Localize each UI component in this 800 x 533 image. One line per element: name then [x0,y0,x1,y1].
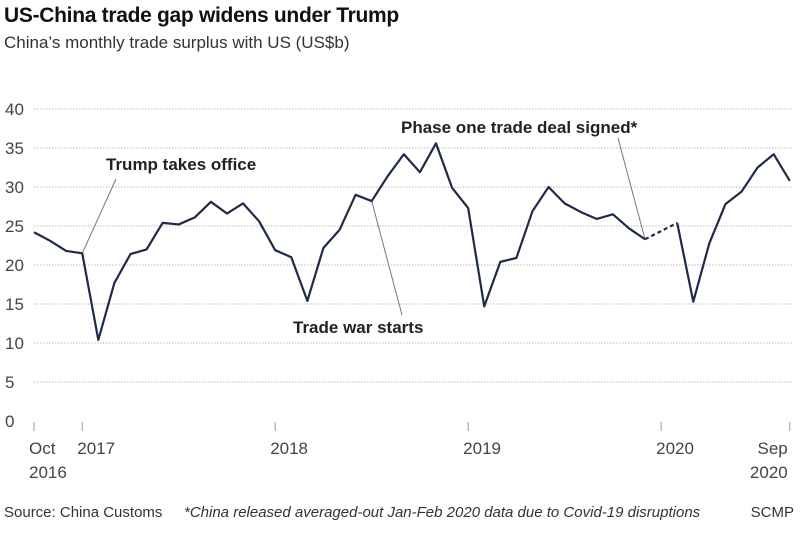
source-note: Source: China Customs [4,504,163,521]
chart-title: US-China trade gap widens under Trump [4,4,399,27]
annotation-leader-line [371,200,403,316]
y-tick-label: 5 [5,373,14,392]
brand-label: SCMP [750,504,794,521]
annotations: Trump takes office Trade war starts Phase … [106,118,638,337]
x-tick-label: 2020 [656,439,694,458]
y-tick-label: 0 [5,412,14,431]
x-tick-label: Sep [758,439,788,458]
y-tick-label: 30 [5,178,24,197]
annotation-leaders [81,137,646,316]
y-tick-label: 10 [5,334,24,353]
annotation-leader-line [81,178,117,254]
annotation-label: Phase one trade deal signed* [401,118,638,137]
y-tick-label: 15 [5,295,24,314]
series-line [676,153,791,303]
x-tick-label: 2016 [29,463,67,482]
x-tick-label: 2020 [750,463,788,482]
x-tick-label: 2018 [270,439,308,458]
series-line [33,142,646,341]
y-axis-ticks: 0 5 10 15 20 25 30 35 40 [5,100,24,431]
x-tick-label: Oct [29,439,56,458]
y-tick-label: 35 [5,139,24,158]
y-tick-label: 20 [5,256,24,275]
annotation-label: Trade war starts [293,318,423,337]
x-tick-label: 2017 [77,439,115,458]
chart-subtitle: China’s monthly trade surplus with US (U… [4,33,350,52]
series-lines [33,142,791,341]
y-tick-label: 40 [5,100,24,119]
footnote: *China released averaged-out Jan-Feb 202… [184,504,701,521]
y-tick-label: 25 [5,217,24,236]
x-axis-ticks: Oct 2016 2017 2018 2019 2020 Sep 2020 [29,422,791,482]
annotation-leader-line [617,137,646,240]
annotation-label: Trump takes office [106,155,256,174]
series-dashed-segment [644,221,678,241]
x-tick-label: 2019 [463,439,501,458]
